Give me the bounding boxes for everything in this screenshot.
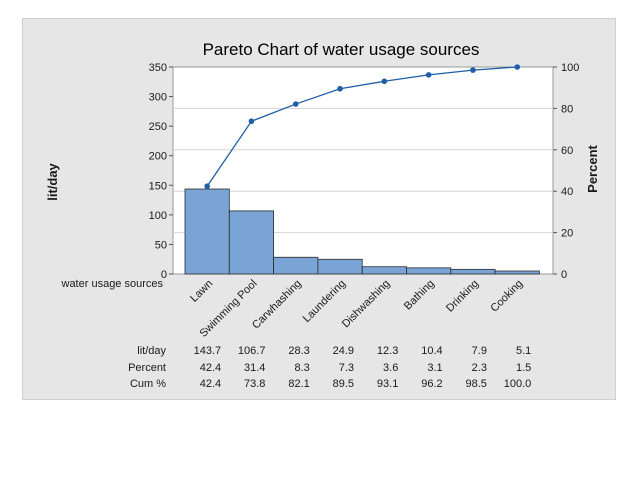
- table-cell: 106.7: [238, 345, 266, 357]
- cumulative-point: [514, 64, 521, 70]
- y2-tick-label: 0: [561, 269, 567, 281]
- table-cell: 8.3: [294, 362, 309, 374]
- chart-panel: Pareto Chart of water usage sources 0 50 1…: [22, 18, 616, 400]
- table-cell: 31.4: [244, 362, 265, 374]
- y-axis-title: lit/day: [45, 162, 60, 200]
- table-cell: 3.6: [383, 362, 398, 374]
- bar: [494, 270, 540, 275]
- table-cell: 98.5: [466, 378, 487, 390]
- chart-title: Pareto Chart of water usage sources: [203, 40, 480, 59]
- y-tick-label: 100: [149, 210, 167, 222]
- x-axis-title: water usage sources: [61, 278, 164, 290]
- table-cell: 143.7: [194, 345, 222, 357]
- table-cell: 10.4: [421, 345, 442, 357]
- y-tick-label: 250: [149, 121, 167, 133]
- y-tick-label: 200: [149, 151, 167, 163]
- category-label: Lawn: [188, 278, 215, 305]
- y2-tick-label: 100: [561, 62, 579, 74]
- category-label: Dishwashing: [340, 278, 393, 331]
- y2-axis-title: Percent: [585, 144, 600, 192]
- bar: [406, 267, 452, 275]
- table-cell: 5.1: [516, 345, 531, 357]
- cumulative-line: [206, 66, 518, 187]
- table-cell: 93.1: [377, 378, 398, 390]
- table-cell: 3.1: [427, 362, 442, 374]
- bar: [184, 188, 230, 275]
- bar: [361, 266, 407, 275]
- y2-tick-label: 80: [561, 103, 573, 115]
- table-cell: 42.4: [200, 378, 221, 390]
- table-cell: 82.1: [288, 378, 309, 390]
- bar: [450, 268, 496, 275]
- y-tick-label: 300: [149, 92, 167, 104]
- category-label: Drinking: [444, 278, 481, 315]
- y-tick-label: 50: [155, 239, 167, 251]
- cumulative-point: [292, 101, 299, 107]
- cumulative-point: [204, 183, 210, 190]
- table-cell: 1.5: [516, 362, 531, 374]
- cumulative-point: [381, 78, 388, 85]
- y2-tick-label: 20: [561, 228, 573, 240]
- bar: [317, 258, 363, 275]
- table-cell: 28.3: [288, 345, 309, 357]
- cumulative-point: [425, 72, 432, 78]
- y-tick-label: 350: [149, 62, 167, 74]
- pareto-chart: Pareto Chart of water usage sources 0 50 1…: [45, 40, 600, 390]
- table-row-label: lit/day: [137, 345, 166, 357]
- table-cell: 7.3: [339, 362, 354, 374]
- cumulative-point: [470, 67, 476, 73]
- table-cell: 12.3: [377, 345, 398, 357]
- y-tick-label: 0: [161, 269, 167, 281]
- category-label: Bathing: [402, 278, 437, 313]
- table-cell: 89.5: [333, 378, 354, 390]
- category-label: Laundering: [301, 278, 348, 325]
- y-tick-label: 150: [149, 180, 167, 192]
- cumulative-point: [248, 118, 255, 125]
- cumulative-point: [337, 85, 343, 92]
- table-cell: 7.9: [472, 345, 487, 357]
- bar: [273, 256, 319, 275]
- table-cell: 24.9: [333, 345, 354, 357]
- table-row-label: Cum %: [130, 378, 166, 390]
- category-label: Cooking: [488, 278, 525, 315]
- bar: [228, 210, 275, 275]
- table-cell: 2.3: [472, 362, 487, 374]
- y2-tick-label: 40: [561, 186, 573, 198]
- table-cell: 42.4: [200, 362, 221, 374]
- table-row-label: Percent: [128, 362, 166, 374]
- table-cell: 96.2: [421, 378, 442, 390]
- y2-tick-label: 60: [561, 145, 573, 157]
- table-cell: 73.8: [244, 378, 265, 390]
- table-cell: 100.0: [504, 378, 532, 390]
